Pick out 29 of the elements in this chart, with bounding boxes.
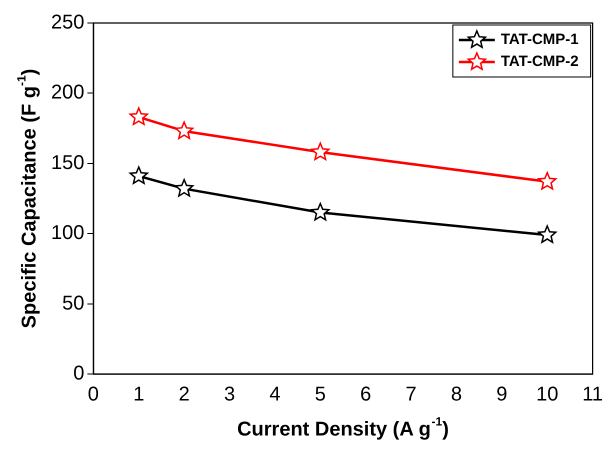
x-tick-label: 10	[536, 384, 558, 406]
x-tick-label: 8	[450, 384, 462, 406]
y-tick-label: 200	[50, 82, 84, 104]
y-tick-label: 250	[50, 12, 84, 34]
x-tick-label: 1	[133, 384, 144, 406]
y-tick-label: 50	[62, 292, 84, 314]
point	[538, 225, 557, 244]
legend-label: TAT-CMP-1	[500, 31, 579, 48]
point	[129, 107, 148, 126]
x-tick-label: 9	[496, 384, 508, 406]
y-tick-label: 100	[50, 222, 84, 244]
legend-label: TAT-CMP-2	[500, 53, 579, 70]
x-tick-label: 5	[314, 384, 326, 406]
x-tick-label: 4	[269, 384, 280, 406]
y-tick-label: 150	[50, 152, 84, 174]
point	[174, 121, 194, 140]
x-tick-label: 0	[88, 384, 99, 406]
point	[310, 142, 330, 160]
x-tick-label: 11	[582, 384, 603, 406]
point	[129, 166, 148, 184]
point	[538, 172, 557, 190]
x-tick-label: 3	[224, 384, 236, 406]
point	[174, 178, 194, 197]
x-tick-label: 2	[178, 384, 190, 406]
y-axis-title: Specific Capacitance (F g-1)	[14, 68, 41, 328]
x-tick-label: 6	[360, 384, 372, 406]
point	[310, 202, 330, 221]
x-tick-label: 7	[406, 384, 417, 406]
y-tick-label: 0	[73, 362, 84, 385]
